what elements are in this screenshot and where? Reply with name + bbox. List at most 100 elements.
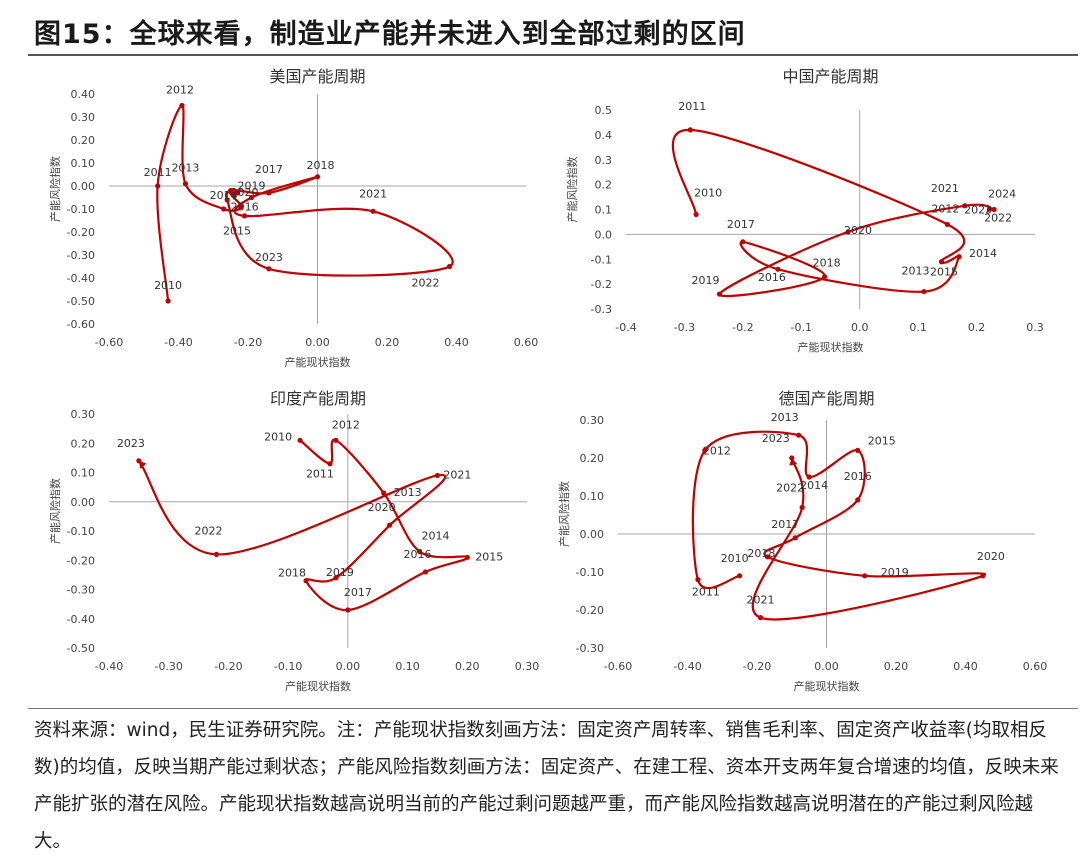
y-tick-label: 0.30 <box>580 414 605 427</box>
data-point <box>921 288 927 295</box>
data-point <box>702 447 708 453</box>
y-tick-label: 0.3 <box>595 154 613 167</box>
x-tick-label: -0.10 <box>274 660 302 673</box>
data-point <box>155 183 161 189</box>
x-tick-label: 0.00 <box>814 660 839 673</box>
year-label: 2018 <box>747 547 775 560</box>
data-point <box>775 266 781 272</box>
title-rule <box>28 54 1078 56</box>
x-tick-label: 0.2 <box>968 321 986 334</box>
series-line <box>156 104 454 302</box>
data-point <box>822 274 828 280</box>
data-point <box>381 490 387 496</box>
y-tick-label: -0.30 <box>576 642 604 655</box>
y-tick-label: 0.30 <box>71 111 96 124</box>
x-tick-label: 0.0 <box>851 321 869 334</box>
year-label: 2016 <box>758 271 786 284</box>
year-label: 2010 <box>264 430 292 443</box>
x-tick-label: -0.20 <box>234 336 262 349</box>
y-tick-label: 0.20 <box>580 452 605 465</box>
year-label: 2012 <box>703 444 731 457</box>
year-label: 2021 <box>359 187 387 200</box>
data-point <box>757 615 764 621</box>
data-point <box>179 102 185 109</box>
data-point <box>422 569 429 575</box>
chart-us-panel: 美国产能周期 -0.60 -0.50 -0.40 -0.30 -0.20 -0.10 0.00… <box>34 64 544 374</box>
data-point <box>695 577 701 583</box>
data-point <box>314 174 321 180</box>
year-label: 2023 <box>964 204 992 217</box>
year-label: 2014 <box>969 247 997 260</box>
x-tick-label: 0.00 <box>336 660 361 673</box>
x-tick-label: -0.40 <box>673 660 701 673</box>
chart-de-panel: 德国产能周期 -0.30 -0.20 -0.10 0.00 0.10 0.20 0.30 -0.… <box>557 386 1070 704</box>
chart-us: 美国产能周期 -0.60 -0.50 -0.40 -0.30 -0.20 -0.10 0.00… <box>48 67 538 369</box>
y-tick-label: 0.30 <box>71 408 96 421</box>
year-label: 2010 <box>721 552 749 565</box>
data-point <box>956 254 962 260</box>
chart-cn: 中国产能周期 -0.3 -0.2 -0.1 0.0 0.1 0.2 0.3 0.4 0.5 -0.4… <box>565 67 1044 354</box>
footnote-text: 资料来源：wind，民生证券研究院。注：产能现状指数刻画方法：固定资产周转率、销… <box>34 720 1059 852</box>
y-tick-label: 0.4 <box>595 129 613 142</box>
series-line <box>671 128 995 298</box>
x-tick-label: -0.3 <box>674 321 695 334</box>
data-point <box>687 127 693 133</box>
data-point <box>740 239 746 245</box>
data-point <box>416 548 423 555</box>
data-point <box>799 504 805 510</box>
year-label: 2014 <box>210 189 238 202</box>
year-label: 2015 <box>475 550 503 563</box>
chart-cn-panel: 中国产能周期 -0.3 -0.2 -0.1 0.0 0.1 0.2 0.3 0.4 0.5 -0.4… <box>560 64 1070 374</box>
year-label: 2023 <box>255 251 283 264</box>
data-point <box>370 208 376 214</box>
year-label: 2018 <box>307 159 335 172</box>
year-label: 2020 <box>844 224 872 237</box>
y-tick-label: -0.10 <box>67 525 95 538</box>
year-label: 2013 <box>771 411 799 424</box>
year-label: 2015 <box>223 225 251 238</box>
y-tick-label: -0.30 <box>67 249 95 262</box>
data-point <box>764 554 771 560</box>
y-tick-label: -0.10 <box>67 203 95 216</box>
year-label: 2018 <box>278 567 306 580</box>
data-point <box>962 203 968 209</box>
y-tick-label: 0.10 <box>580 490 605 503</box>
chart-title: 中国产能周期 <box>782 67 878 86</box>
x-tick-label: 0.20 <box>884 660 909 673</box>
x-tick-label: -0.4 <box>615 321 636 334</box>
series-arrow <box>229 192 238 201</box>
y-axis-label: 产能风险指数 <box>48 156 62 222</box>
data-point <box>464 554 470 560</box>
x-tick-label: -0.1 <box>791 321 812 334</box>
data-point <box>806 474 812 480</box>
x-axis-label: 产能现状指数 <box>285 355 351 369</box>
year-label: 2022 <box>194 524 222 537</box>
year-label: 2017 <box>727 218 755 231</box>
data-point <box>327 461 333 467</box>
data-point <box>238 204 244 210</box>
data-point <box>980 573 986 579</box>
year-label: 2010 <box>154 279 182 292</box>
figure-title: 图15：全球来看，制造业产能并未进入到全部过剩的区间 <box>34 19 746 50</box>
data-point <box>944 221 950 228</box>
year-label: 2021 <box>931 182 959 195</box>
year-label: 2018 <box>813 257 841 270</box>
year-label: 2017 <box>255 163 283 176</box>
year-label: 2010 <box>694 186 722 199</box>
y-tick-label: 0.00 <box>580 528 605 541</box>
y-tick-label: 0.40 <box>71 88 96 101</box>
y-tick-label: -0.3 <box>591 303 612 316</box>
data-point <box>248 194 255 201</box>
x-tick-label: -0.40 <box>95 660 123 673</box>
y-tick-label: 0.20 <box>71 437 96 450</box>
year-label: 2022 <box>776 481 804 494</box>
chart-de: 德国产能周期 -0.30 -0.20 -0.10 0.00 0.10 0.20 0.30 -0.… <box>557 389 1047 693</box>
x-tick-label: -0.60 <box>604 660 632 673</box>
series-arrow <box>986 204 995 213</box>
year-label: 2021 <box>746 594 774 607</box>
y-tick-label: -0.30 <box>67 584 95 597</box>
year-label: 2016 <box>231 201 259 214</box>
data-point <box>792 535 798 541</box>
year-label: 2011 <box>306 468 334 481</box>
series-arrow <box>789 458 798 466</box>
